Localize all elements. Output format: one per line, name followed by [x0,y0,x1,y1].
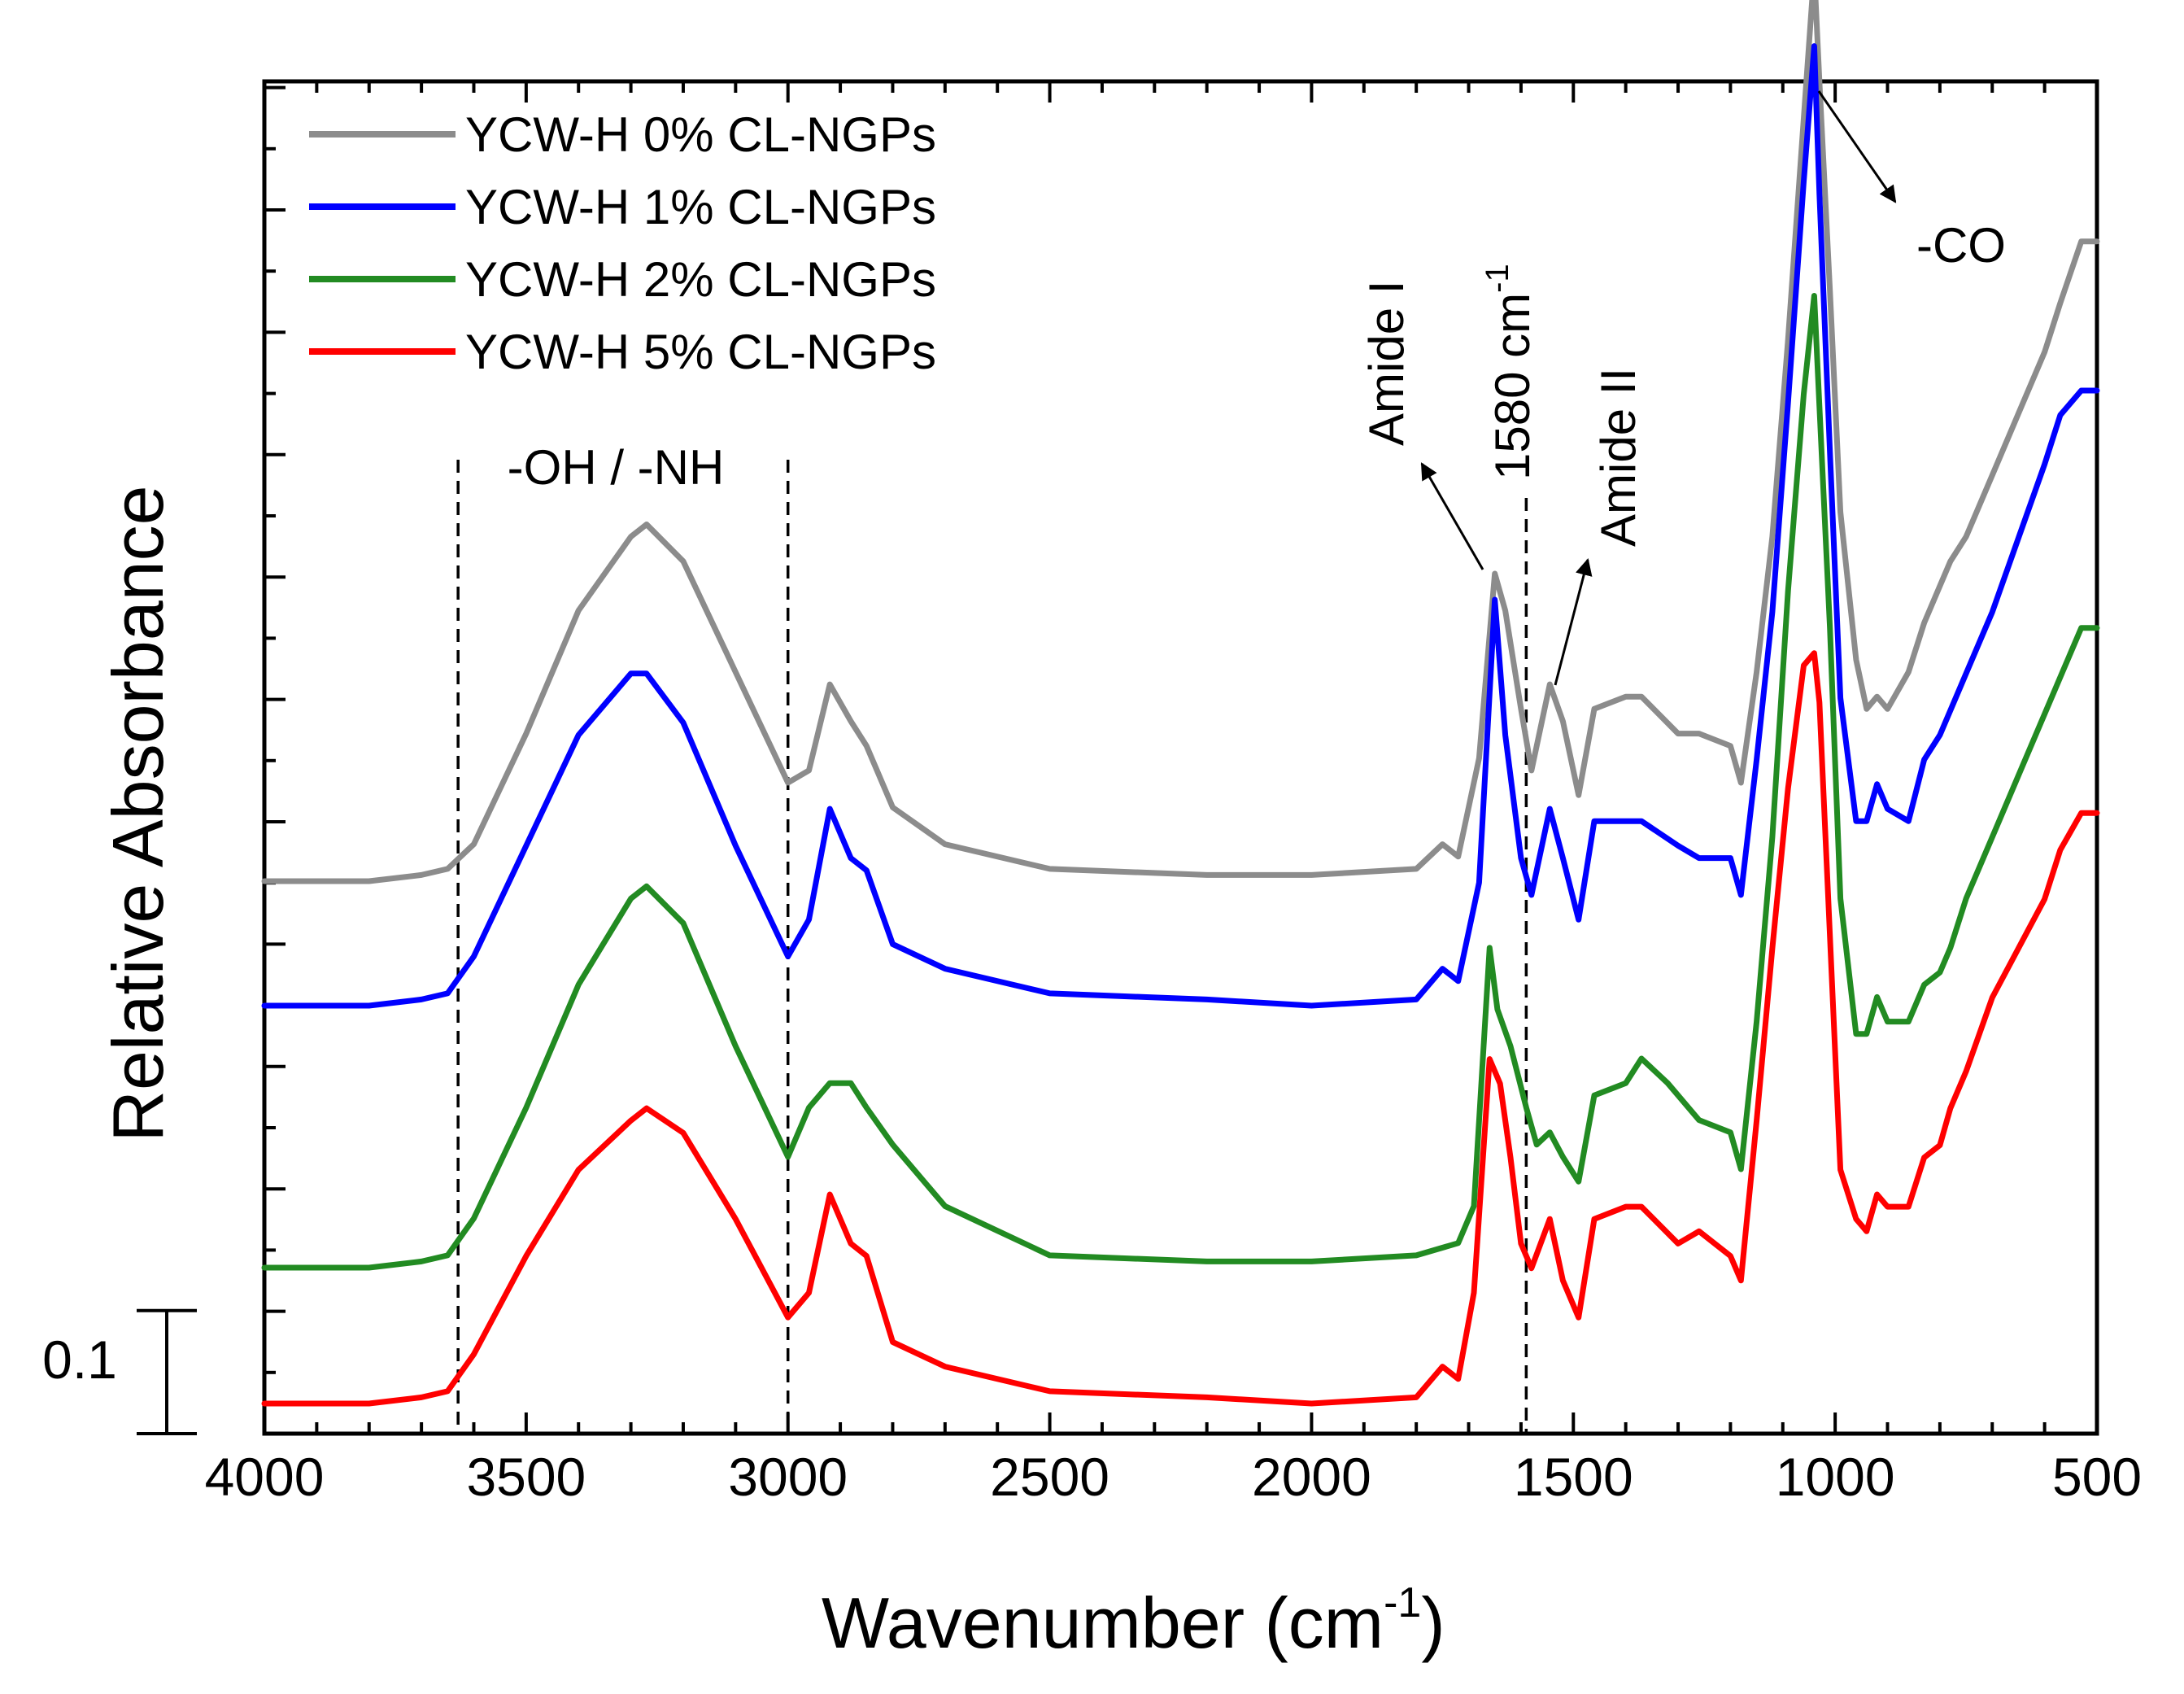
series-line [261,650,2100,1407]
series-line [261,43,2100,1009]
x-tick-label: 500 [2052,1447,2142,1507]
band-guide-lines [456,460,1528,1434]
annotation-amide-i: Amide I [1359,281,1414,446]
x-axis-title: Wavenumber (cm-1) [822,1579,1445,1663]
legend: YCW-H 0% CL-NGPs YCW-H 1% CL-NGPs YCW-H 2%… [309,107,936,379]
x-tick-labels: 4000 3500 3000 2500 2000 1500 1000 500 [205,1447,2142,1507]
x-tick-label: 2000 [1252,1447,1371,1507]
x-tick-label: 3000 [728,1447,848,1507]
x-axis-title-close: ) [1421,1583,1445,1663]
spectra-series [261,0,2100,1407]
legend-label: YCW-H 5% CL-NGPs [465,325,936,379]
series-line [261,293,2100,1271]
series-line [261,0,2100,884]
x-tick-label: 4000 [205,1447,325,1507]
annotation-1580: 1580 cm-1 [1480,264,1540,480]
scale-bar-label: 0.1 [42,1329,117,1390]
x-tick-label: 1000 [1776,1447,1895,1507]
arrow-amide-ii [1554,557,1593,686]
x-tick-label: 2500 [990,1447,1109,1507]
annotation-1580-main: 1580 cm [1485,293,1540,480]
annotation-amide-ii: Amide II [1591,368,1646,547]
arrow-co [1817,90,1897,203]
arrow-amide-i [1420,462,1484,570]
legend-label: YCW-H 1% CL-NGPs [465,180,936,234]
legend-label: YCW-H 0% CL-NGPs [465,107,936,162]
y-axis-title: Relative Absorbance [98,485,178,1142]
annotation-1580-superscript: -1 [1480,264,1515,293]
annotation-oh-nh: -OH / -NH [508,440,725,495]
annotation-co: -CO [1916,218,2006,273]
plot-frame-rect [262,79,2099,1436]
x-tick-label: 3500 [466,1447,586,1507]
axis-ticks [263,81,2099,1435]
legend-label: YCW-H 2% CL-NGPs [465,252,936,307]
x-axis-title-superscript: -1 [1384,1579,1421,1626]
x-tick-label: 1500 [1514,1447,1633,1507]
x-axis-title-main: Wavenumber (cm [822,1583,1384,1663]
annotations: 0.1 -OH / -NH Amide I 1580 cm-1 Amide II -CO [42,90,2006,1435]
plot-frame [262,79,2099,1436]
